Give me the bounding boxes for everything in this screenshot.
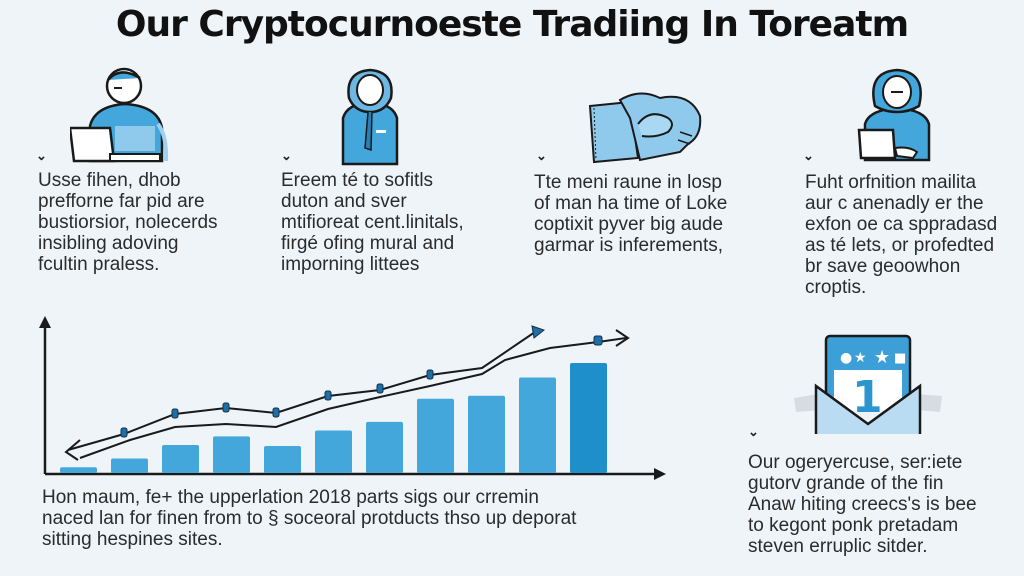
feature-card-2: ⌄ Ereem té to sofitls duton and sver mti… xyxy=(275,66,515,276)
chart-axes xyxy=(39,316,666,480)
chart-bar xyxy=(213,436,250,473)
card-description: Fuht orfnition mailita aur c anenadly er… xyxy=(805,172,998,298)
growth-bar-chart xyxy=(30,310,680,490)
chart-bar xyxy=(570,363,607,473)
chart-bars xyxy=(60,363,607,473)
calendar-envelope-icon: ● ★ ★ ■ xyxy=(794,334,942,434)
svg-text:●: ● xyxy=(840,350,852,366)
calendar-number: 1 xyxy=(852,372,883,423)
page-title: Our Cryptocurnoeste Tradiing In Toreatm xyxy=(115,4,909,45)
chart-bar xyxy=(111,458,148,473)
card-description: Ereem té to sofitls duton and sver mtifi… xyxy=(281,170,464,275)
svg-text:★: ★ xyxy=(854,350,867,366)
chart-bar xyxy=(366,421,403,473)
chevron-down-icon[interactable]: ⌄ xyxy=(803,148,814,163)
chart-bar xyxy=(264,445,301,473)
chart-bar xyxy=(519,377,556,473)
chart-bar xyxy=(417,398,454,473)
woman-with-laptop-icon xyxy=(857,68,931,162)
card-description: Usse fihen, dhob prefforne far pid are b… xyxy=(38,170,218,275)
chart-bar xyxy=(162,445,199,473)
chevron-down-icon[interactable]: ⌄ xyxy=(36,148,47,163)
chart-bar xyxy=(60,467,97,473)
chart-bar xyxy=(468,395,505,473)
feature-card-3: ⌄ Tte meni raune in losp of man ha time … xyxy=(528,66,778,276)
badge-description: Our ogeryercuse, ser:iete gutorv grande … xyxy=(748,452,977,557)
person-in-hood-icon xyxy=(341,68,399,166)
chevron-down-icon[interactable]: ⌄ xyxy=(281,148,292,163)
svg-text:■: ■ xyxy=(894,351,906,366)
feature-card-1: ⌄ Usse fihen, dhob prefforne far pid are… xyxy=(30,66,270,276)
chart-bar xyxy=(315,430,352,473)
handshake-icon xyxy=(588,92,702,164)
chart-caption: Hon maum, fe+ the upperlation 2018 parts… xyxy=(42,487,577,550)
chevron-down-icon[interactable]: ⌄ xyxy=(748,424,759,439)
person-with-laptop-icon xyxy=(70,67,169,163)
svg-text:★: ★ xyxy=(874,347,890,368)
feature-card-4: ⌄ Fuht orfnition mailita aur c anenadly … xyxy=(795,66,1024,298)
chevron-down-icon[interactable]: ⌄ xyxy=(536,148,547,163)
card-description: Tte meni raune in losp of man ha time of… xyxy=(534,172,728,256)
